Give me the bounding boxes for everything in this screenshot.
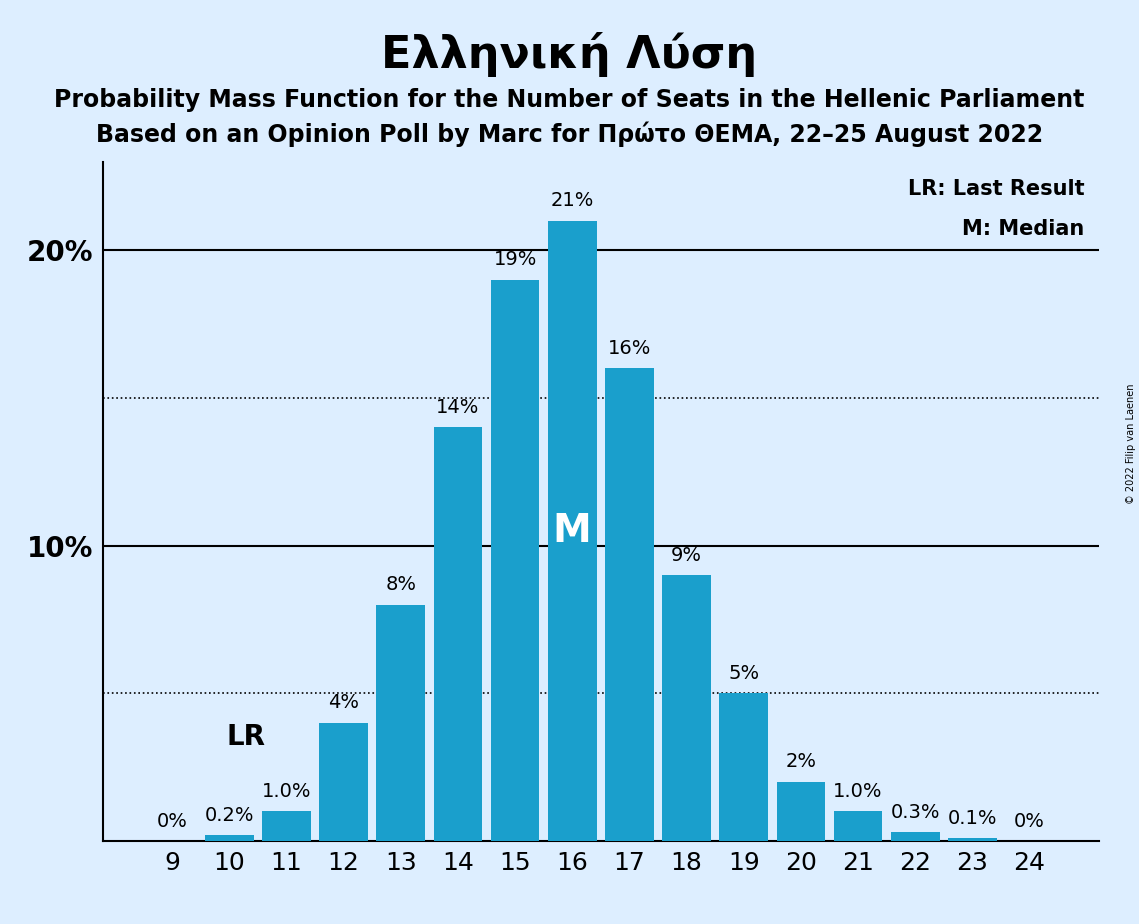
Text: 2%: 2% [786,752,817,772]
Bar [834,811,883,841]
Bar [205,835,254,841]
Text: 8%: 8% [385,576,416,594]
Text: 0.3%: 0.3% [891,803,940,821]
Text: 14%: 14% [436,398,480,417]
Text: Ελληνική Λύση: Ελληνική Λύση [382,32,757,78]
Text: 1.0%: 1.0% [262,782,311,801]
Bar [948,838,997,841]
Text: 1.0%: 1.0% [834,782,883,801]
Text: 4%: 4% [328,693,359,712]
Bar [662,575,711,841]
Text: © 2022 Filip van Laenen: © 2022 Filip van Laenen [1125,383,1136,504]
Bar [891,832,940,841]
Text: 21%: 21% [550,191,593,211]
Bar [491,280,540,841]
Text: Probability Mass Function for the Number of Seats in the Hellenic Parliament: Probability Mass Function for the Number… [55,88,1084,112]
Text: M: M [552,512,591,550]
Text: 0.2%: 0.2% [205,806,254,824]
Text: Based on an Opinion Poll by Marc for Πρώτο ΘΕΜΑ, 22–25 August 2022: Based on an Opinion Poll by Marc for Πρώ… [96,122,1043,148]
Text: M: Median: M: Median [962,219,1084,239]
Bar [434,428,482,841]
Text: 0%: 0% [1014,811,1044,831]
Bar [262,811,311,841]
Bar [377,604,425,841]
Bar [777,782,825,841]
Text: 19%: 19% [493,250,536,270]
Text: 16%: 16% [608,339,652,359]
Text: LR: LR [227,723,265,751]
Text: 9%: 9% [671,546,702,565]
Bar [548,221,597,841]
Bar [720,693,768,841]
Text: 5%: 5% [728,663,760,683]
Bar [605,369,654,841]
Text: 0%: 0% [157,811,188,831]
Text: LR: Last Result: LR: Last Result [908,178,1084,199]
Bar [319,723,368,841]
Text: 0.1%: 0.1% [948,808,997,828]
